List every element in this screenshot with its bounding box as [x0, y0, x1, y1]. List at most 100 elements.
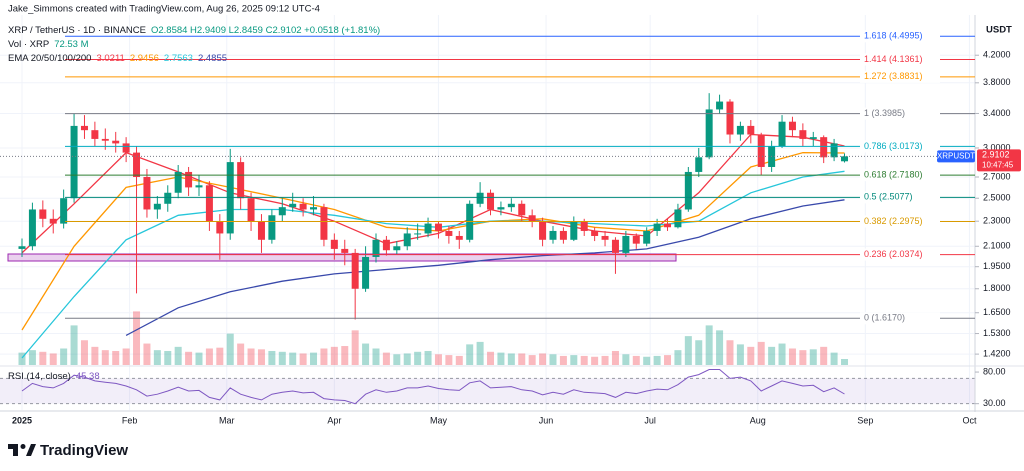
volume-bar — [497, 352, 505, 365]
candle-body — [174, 171, 182, 193]
candle-body — [39, 209, 47, 219]
fib-label-bg — [860, 312, 940, 325]
candle-body — [112, 140, 120, 144]
fib-label: 0.236 (2.0374) — [864, 249, 923, 259]
candle-body — [643, 230, 651, 244]
logo-mark — [26, 444, 36, 456]
grid — [0, 15, 975, 410]
fib-label-bg — [860, 215, 940, 228]
fib-label: 0.618 (2.7180) — [864, 170, 923, 180]
volume-bar — [216, 347, 224, 365]
candle-body — [716, 101, 724, 110]
candle-body — [528, 215, 536, 222]
currency: USDT — [986, 25, 1012, 36]
symbol-tag-text: XRPUSDT — [937, 151, 975, 160]
volume-bar — [653, 355, 661, 365]
candle-body — [91, 130, 99, 139]
fib-label-bg — [860, 70, 940, 83]
volume-bar — [28, 350, 36, 365]
volume-bar — [330, 346, 338, 365]
fib-label: 0.382 (2.2975) — [864, 216, 923, 226]
fib-label-bg — [860, 140, 940, 153]
candle-body — [101, 138, 109, 141]
volume-bar — [611, 350, 619, 365]
x-tick-label: Sep — [857, 415, 873, 425]
y-tick-label: 3.8000 — [983, 77, 1011, 87]
candle-body — [257, 221, 265, 240]
candle-body — [195, 185, 203, 188]
candle-body — [133, 152, 141, 178]
candle-body — [664, 223, 672, 228]
countdown-text: 10:47:45 — [982, 160, 1014, 169]
rsi-legend-part: 45.38 — [76, 371, 100, 382]
candle-body — [299, 203, 307, 210]
candle-body — [809, 137, 817, 139]
candle-body — [611, 239, 619, 253]
candle-body — [382, 239, 390, 251]
volume-bar — [289, 352, 297, 365]
volume-bar — [528, 355, 536, 365]
volume-bar — [664, 355, 672, 365]
volume-bar — [622, 354, 630, 365]
candle-body — [799, 130, 807, 139]
volume-bar — [788, 348, 796, 365]
volume-bar — [424, 350, 432, 365]
candle-body — [320, 207, 328, 240]
volume-bar — [476, 341, 484, 365]
volume-bar — [487, 351, 495, 365]
candle-body — [185, 171, 193, 188]
volume-bar — [362, 343, 370, 365]
candle-body — [247, 198, 255, 222]
volume-bar — [403, 353, 411, 365]
symbol-legend: XRP / TetherUS · 1D · BINANCE O2.8584 H2.… — [8, 25, 380, 36]
volume-bar — [695, 340, 703, 365]
volume-bar — [112, 350, 120, 365]
candle-body — [434, 223, 442, 231]
volume-bar — [591, 356, 599, 365]
volume-bar — [768, 346, 776, 365]
ema-legend-part: EMA 20/50/100/200 — [8, 53, 91, 64]
volume-bar — [372, 348, 380, 365]
fib-label-bg — [860, 30, 940, 43]
candle-body — [653, 223, 661, 231]
volume-bar — [205, 348, 213, 365]
candle-body — [60, 198, 68, 224]
fib-label-bg — [860, 53, 940, 66]
x-tick-label: May — [430, 415, 448, 425]
candle-body — [841, 156, 849, 162]
volume-bar — [195, 352, 203, 365]
volume-bar — [341, 346, 349, 365]
volume-bar — [185, 351, 193, 365]
y-tick-label: 4.2000 — [983, 50, 1011, 60]
volume-bar — [455, 355, 463, 365]
candle-body — [237, 162, 245, 199]
volume-bar — [18, 352, 26, 365]
volume-bar — [559, 355, 567, 365]
candle-body — [497, 207, 505, 210]
fib-label: 1.618 (4.4995) — [864, 31, 923, 41]
y-tick-label: 3.0000 — [983, 142, 1011, 152]
volume-bar — [143, 343, 151, 365]
candle-body — [632, 235, 640, 244]
volume-bar — [226, 333, 234, 365]
x-tick-label: Jul — [644, 415, 656, 425]
price-tag — [977, 149, 1021, 172]
candle-body — [455, 235, 463, 240]
candle-body — [695, 157, 703, 172]
candle-body — [122, 143, 130, 153]
volume-bar — [716, 330, 724, 365]
volume-bar — [726, 340, 734, 365]
candle-body — [830, 143, 838, 158]
candle-body — [778, 121, 786, 147]
candle-body — [539, 221, 547, 240]
candle-body — [674, 209, 682, 228]
fib-label: 1.414 (4.1361) — [864, 54, 923, 64]
rsi-tick-label: 80.00 — [983, 366, 1006, 376]
candle-body — [820, 137, 828, 158]
volume-bar — [310, 352, 318, 365]
candle-body — [736, 125, 744, 135]
volume-bar — [580, 355, 588, 365]
volume-bar — [684, 336, 692, 365]
volume-bar — [133, 311, 141, 365]
volume-bar — [507, 353, 515, 365]
